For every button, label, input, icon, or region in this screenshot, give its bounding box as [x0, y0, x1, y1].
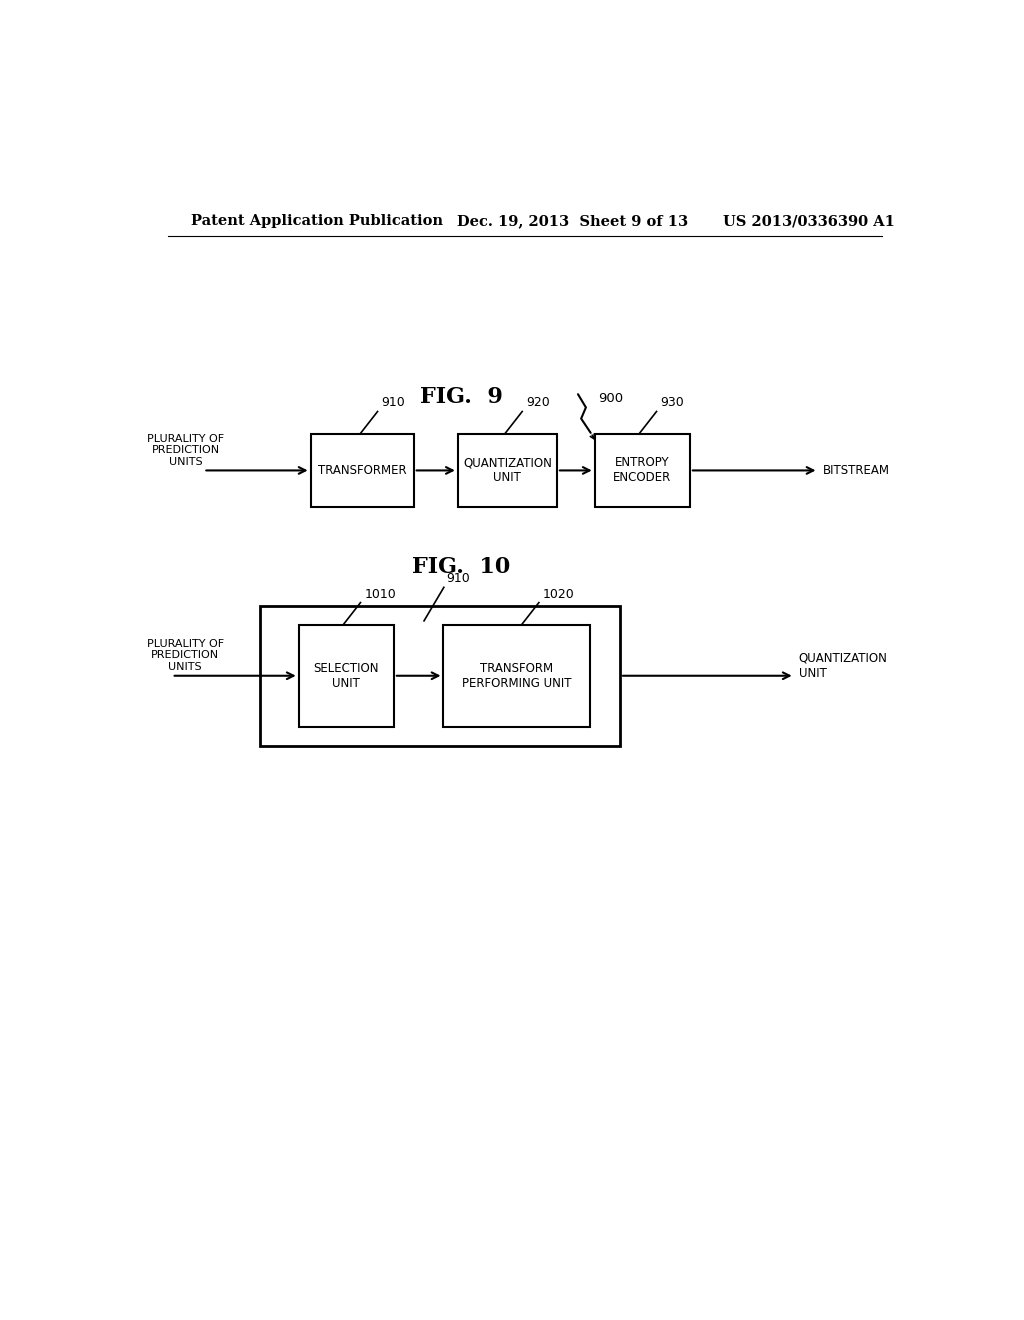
Text: Dec. 19, 2013  Sheet 9 of 13: Dec. 19, 2013 Sheet 9 of 13: [458, 214, 688, 228]
Text: FIG.  9: FIG. 9: [420, 387, 503, 408]
Text: 930: 930: [660, 396, 684, 409]
Bar: [443, 624, 590, 726]
Text: TRANSFORM
PERFORMING UNIT: TRANSFORM PERFORMING UNIT: [462, 661, 571, 690]
Text: 1010: 1010: [365, 587, 396, 601]
Text: 910: 910: [382, 396, 406, 409]
Text: 910: 910: [446, 573, 470, 585]
Text: FIG.  10: FIG. 10: [413, 556, 510, 578]
Bar: [299, 624, 394, 726]
Text: PLURALITY OF
PREDICTION
UNITS: PLURALITY OF PREDICTION UNITS: [147, 433, 224, 467]
Text: 1020: 1020: [543, 587, 574, 601]
Text: SELECTION
UNIT: SELECTION UNIT: [313, 661, 379, 690]
Text: ENTROPY
ENCODER: ENTROPY ENCODER: [613, 457, 672, 484]
Text: US 2013/0336390 A1: US 2013/0336390 A1: [723, 214, 895, 228]
Text: 900: 900: [599, 392, 624, 405]
Bar: [310, 434, 414, 507]
Text: BITSTREAM: BITSTREAM: [822, 463, 890, 477]
Text: PLURALITY OF
PREDICTION
UNITS: PLURALITY OF PREDICTION UNITS: [146, 639, 223, 672]
Bar: [458, 434, 557, 507]
Bar: [260, 606, 621, 746]
Text: QUANTIZATION
UNIT: QUANTIZATION UNIT: [463, 457, 552, 484]
Bar: [595, 434, 690, 507]
Text: TRANSFORMER: TRANSFORMER: [317, 463, 407, 477]
Text: Patent Application Publication: Patent Application Publication: [191, 214, 443, 228]
Text: QUANTIZATION
UNIT: QUANTIZATION UNIT: [799, 652, 888, 680]
Text: 920: 920: [526, 396, 550, 409]
